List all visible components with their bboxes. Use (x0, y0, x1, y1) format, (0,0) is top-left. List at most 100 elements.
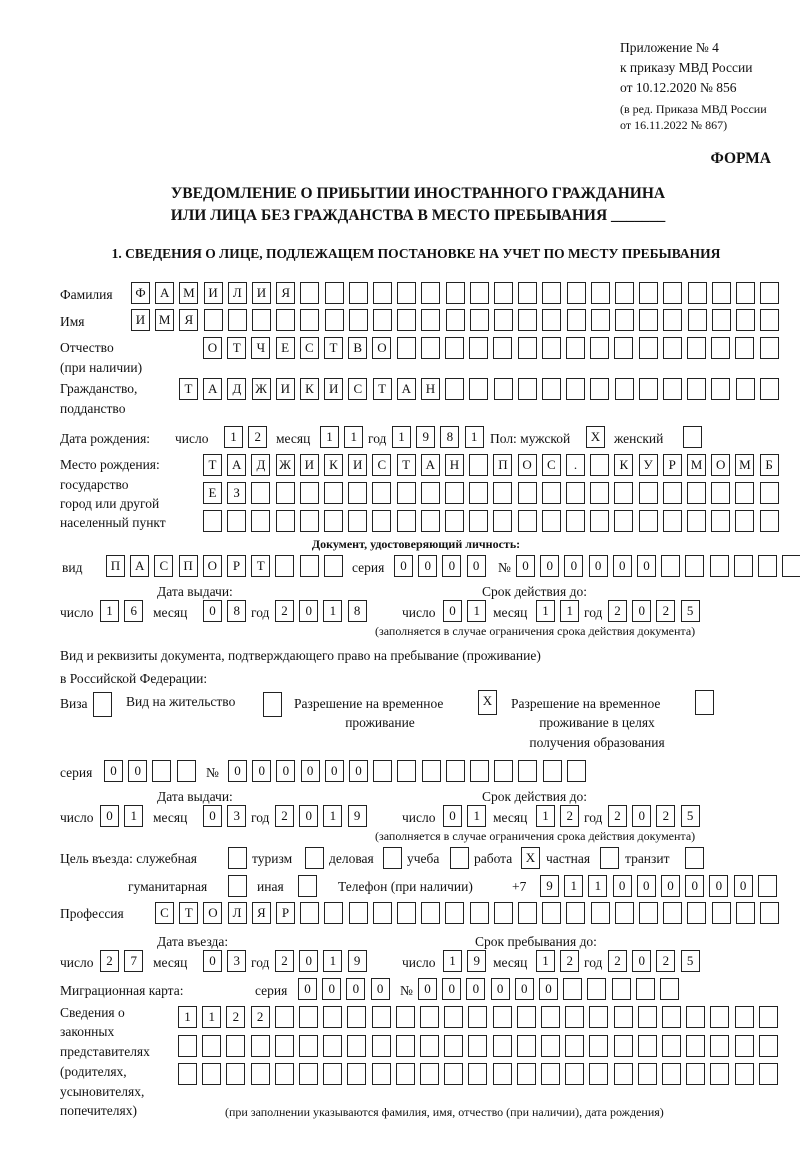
reps1-cell[interactable]: 2 (250, 1006, 270, 1028)
birthplace1-cell[interactable] (590, 454, 610, 476)
right-number-cell[interactable]: 0 (276, 760, 296, 782)
citizenship-cell[interactable] (590, 378, 610, 400)
birthplace2-cell[interactable] (445, 482, 464, 504)
birthplace3-cell[interactable] (541, 510, 561, 532)
surname-cell[interactable] (566, 282, 586, 304)
birthplace3-cell[interactable] (662, 510, 682, 532)
p-transit-cell[interactable] (685, 847, 704, 869)
mc-number-cell[interactable]: 0 (442, 978, 462, 1000)
doc-valid-month-cell[interactable]: 1 (536, 600, 555, 622)
phone-cell[interactable]: 1 (588, 875, 608, 897)
profession-cell[interactable] (397, 902, 416, 924)
birthplace1-cell[interactable]: У (638, 454, 658, 476)
name-cell[interactable] (203, 309, 223, 331)
patronymic-cell[interactable] (687, 337, 706, 359)
profession-cell[interactable] (639, 902, 658, 924)
patronymic-cell[interactable]: О (203, 337, 222, 359)
doc-series-cell[interactable]: 0 (442, 555, 462, 577)
right-number-cell[interactable] (421, 760, 441, 782)
stay-day-cell[interactable]: 9 (467, 950, 487, 972)
reps1-cell[interactable] (637, 1006, 657, 1028)
patronymic-cell[interactable] (711, 337, 731, 359)
doc-issue-year-cell[interactable]: 8 (347, 600, 367, 622)
birthplace1-cell[interactable]: О (711, 454, 731, 476)
patronymic-cell[interactable] (662, 337, 682, 359)
profession-cell[interactable] (348, 902, 368, 924)
surname-cell[interactable] (687, 282, 707, 304)
birthplace3-cell[interactable] (396, 510, 416, 532)
profession-cell[interactable] (445, 902, 465, 924)
patronymic-cell[interactable] (735, 337, 755, 359)
birthplace1-cell[interactable]: А (227, 454, 247, 476)
phone-cell[interactable] (757, 875, 777, 897)
name-cell[interactable] (373, 309, 392, 331)
birthplace3-cell[interactable] (348, 510, 368, 532)
profession-cell[interactable]: С (155, 902, 174, 924)
right-series-cell[interactable]: 0 (128, 760, 148, 782)
birthplace3-cell[interactable] (759, 510, 779, 532)
entry-month-cell[interactable]: 0 (203, 950, 222, 972)
reps1-cell[interactable] (758, 1006, 778, 1028)
birthplace2-cell[interactable] (687, 482, 706, 504)
reps2-cell[interactable] (420, 1035, 439, 1057)
doc-valid-year-cell[interactable]: 5 (680, 600, 700, 622)
doc-valid-year-cell[interactable]: 2 (656, 600, 676, 622)
p-private-cell[interactable] (600, 847, 619, 869)
mc-number-cell[interactable] (587, 978, 607, 1000)
reps3-cell[interactable] (637, 1063, 657, 1085)
birthplace2-cell[interactable] (299, 482, 319, 504)
birth-day-cell[interactable]: 2 (248, 426, 268, 448)
name-cell[interactable] (348, 309, 368, 331)
birthplace3-cell[interactable] (469, 510, 489, 532)
doc-series-cell[interactable]: 0 (418, 555, 438, 577)
birth-month-cell[interactable]: 1 (320, 426, 339, 448)
patronymic-cell[interactable]: О (372, 337, 392, 359)
reps2-cell[interactable] (371, 1035, 391, 1057)
citizenship-cell[interactable] (663, 378, 682, 400)
right-valid-year-cell[interactable]: 2 (656, 805, 676, 827)
stay-month-cell[interactable]: 1 (536, 950, 555, 972)
right-issue-year-cell[interactable]: 9 (347, 805, 367, 827)
reps1-cell[interactable]: 2 (226, 1006, 246, 1028)
citizenship-cell[interactable] (687, 378, 707, 400)
stay-year-cell[interactable]: 0 (632, 950, 652, 972)
mc-number-cell[interactable]: 0 (418, 978, 437, 1000)
doc-number-cell[interactable]: 0 (516, 555, 535, 577)
name-cell[interactable]: Я (179, 309, 199, 331)
right-number-cell[interactable]: 0 (228, 760, 247, 782)
stay-year-cell[interactable]: 2 (608, 950, 627, 972)
doc-number-cell[interactable]: 0 (540, 555, 560, 577)
right-issue-month-cell[interactable]: 3 (227, 805, 247, 827)
reps1-cell[interactable] (323, 1006, 343, 1028)
citizenship-cell[interactable]: К (300, 378, 319, 400)
p-business-cell[interactable] (383, 847, 402, 869)
doc-number-cell[interactable] (758, 555, 777, 577)
profession-cell[interactable] (735, 902, 755, 924)
reps2-cell[interactable] (686, 1035, 706, 1057)
phone-cell[interactable]: 0 (685, 875, 705, 897)
reps3-cell[interactable] (758, 1063, 778, 1085)
reps3-cell[interactable] (250, 1063, 270, 1085)
birthplace1-cell[interactable]: . (566, 454, 585, 476)
reps2-cell[interactable] (758, 1035, 778, 1057)
birthplace3-cell[interactable] (517, 510, 537, 532)
reps3-cell[interactable] (395, 1063, 415, 1085)
reps3-cell[interactable] (613, 1063, 633, 1085)
surname-cell[interactable] (348, 282, 368, 304)
reps2-cell[interactable] (347, 1035, 367, 1057)
doc-kind-cell[interactable]: А (130, 555, 150, 577)
name-cell[interactable] (566, 309, 586, 331)
reps1-cell[interactable] (444, 1006, 464, 1028)
birthplace1-cell[interactable]: С (541, 454, 561, 476)
stay-year-cell[interactable]: 2 (656, 950, 676, 972)
citizenship-cell[interactable] (711, 378, 731, 400)
surname-cell[interactable] (663, 282, 683, 304)
name-cell[interactable] (494, 309, 513, 331)
profession-cell[interactable] (421, 902, 441, 924)
reps2-cell[interactable] (202, 1035, 222, 1057)
phone-cell[interactable]: 9 (540, 875, 559, 897)
right-number-cell[interactable]: 0 (349, 760, 368, 782)
reps3-cell[interactable] (516, 1063, 536, 1085)
name-cell[interactable] (711, 309, 731, 331)
birthplace2-cell[interactable] (759, 482, 779, 504)
